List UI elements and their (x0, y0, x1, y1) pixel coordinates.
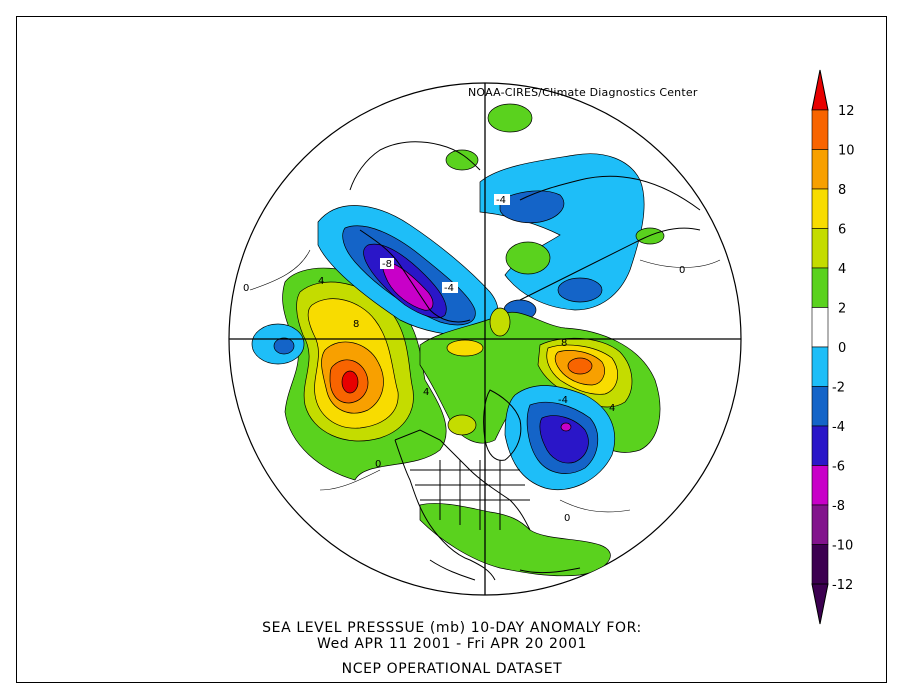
colorbar-swatch (811, 307, 829, 348)
contour-label: 0 (564, 513, 570, 524)
anomaly-fields (251, 103, 665, 577)
colorbar-tick-label: 6 (838, 223, 846, 238)
colorbar-swatch (811, 465, 829, 506)
contour-label: -4 (558, 395, 568, 406)
contour-label: 4 (609, 403, 615, 414)
central-america-outline (429, 559, 581, 581)
colorbar-swatch (811, 544, 829, 585)
colorbar-tick-label: -6 (832, 460, 845, 475)
colorbar-swatch (811, 386, 829, 427)
colorbar-bottom-arrow (811, 583, 829, 625)
contour-label: 0 (375, 459, 381, 470)
contour-label: 0 (243, 283, 249, 294)
colorbar-tick-label: 2 (838, 302, 846, 317)
pacific-low-anomaly-4 (273, 337, 295, 355)
contour-labels: 4 8 -8 -4 -4 8 4 -4 4 0 0 0 0 (243, 194, 685, 524)
pacific-high-anomaly-12 (341, 370, 359, 394)
contour-label: 8 (561, 338, 567, 349)
colorbar-swatch (811, 425, 829, 466)
plot-frame (16, 16, 887, 683)
map-credit: NOAA-CIRES/Climate Diagnostics Center (468, 86, 698, 99)
tropical-high-anomaly-2 (419, 503, 611, 577)
contour-label: 4 (423, 387, 429, 398)
contour-label: 8 (353, 319, 359, 330)
colorbar-swatch (811, 149, 829, 190)
arctic-high-anomaly-2c (445, 149, 479, 171)
colorbar: 12 10 8 6 4 2 0 -2 -4 -6 -8 -10 -12 (811, 69, 855, 625)
colorbar-tick-label: -2 (832, 381, 845, 396)
zero-contours (249, 249, 721, 513)
atlantic-high-anomaly-10 (567, 357, 593, 375)
us-state-lines (410, 460, 530, 530)
greenland-outline (483, 389, 522, 461)
atlantic-low-anomaly-6 (539, 415, 589, 464)
colorbar-tick-label: -4 (832, 420, 845, 435)
caption-line-2: Wed APR 11 2001 - Fri APR 20 2001 (316, 636, 588, 652)
colorbar-tick-label: 12 (838, 104, 855, 119)
colorbar-swatch (811, 504, 829, 545)
colorbar-swatch (811, 228, 829, 269)
contour-label: 4 (318, 276, 324, 287)
contour-label: -4 (496, 195, 506, 206)
contour-label: -4 (444, 283, 454, 294)
colorbar-swatch (811, 109, 829, 150)
colorbar-swatch (811, 267, 829, 308)
colorbar-tick-label: 8 (838, 183, 846, 198)
colorbar-tick-label: -8 (832, 499, 845, 514)
caption-line-3: NCEP OPERATIONAL DATASET (341, 661, 563, 677)
colorbar-swatch (811, 188, 829, 229)
colorbar-tick-label: 0 (838, 341, 846, 356)
colorbar-tick-label: -12 (832, 578, 853, 593)
arctic-high-anomaly-2b (487, 103, 533, 133)
colorbar-swatch (811, 346, 829, 387)
arctic-high-anomaly-2a (505, 241, 551, 275)
coastlines (349, 141, 701, 581)
colorbar-tick-label: -10 (832, 539, 853, 554)
arctic-high-anomaly-4 (489, 307, 511, 337)
europe-low-anomaly-4b (557, 277, 603, 303)
colorbar-tick-label: 10 (838, 144, 855, 159)
contour-label: -8 (382, 259, 392, 270)
asia-outline (359, 229, 471, 323)
contour-label: 0 (679, 265, 685, 276)
europe-low-anomaly-4 (499, 190, 565, 224)
caption-line-1: SEA LEVEL PRESSSUE (mb) 10-DAY ANOMALY F… (262, 620, 642, 636)
siberia-low-anomaly-8 (382, 261, 434, 311)
colorbar-tick-label: 4 (838, 262, 846, 277)
atlantic-low-anomaly-8 (560, 422, 572, 432)
eurasia-outline (349, 141, 701, 301)
colorbar-top-arrow (811, 69, 829, 111)
canada-high-anomaly-4 (447, 414, 477, 436)
arctic-high-anomaly-6 (446, 339, 484, 357)
